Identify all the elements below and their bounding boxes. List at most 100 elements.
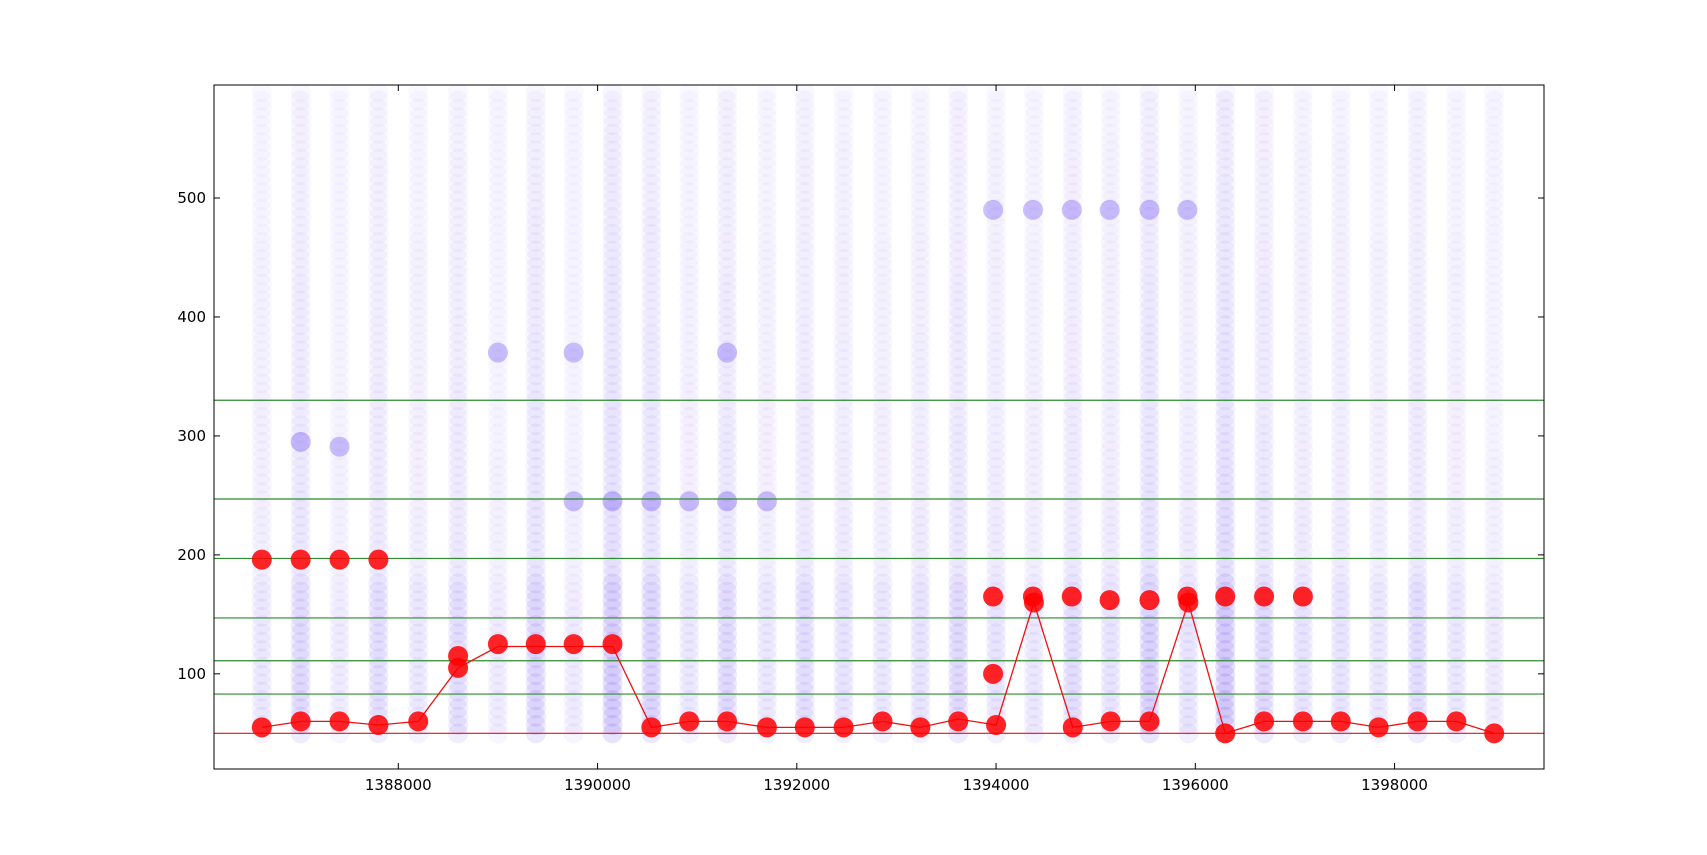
scatter-point [290,207,311,228]
scatter-point [641,123,662,144]
scatter-point [1254,506,1275,527]
scatter-point [1178,423,1199,444]
scatter-point [872,681,893,702]
scatter-point [251,456,272,477]
scatter-point [448,240,469,261]
scatter-point [1062,273,1083,294]
scatter-point [525,706,546,727]
scatter-point [1254,623,1275,644]
scatter-point [251,406,272,427]
scatter-point [986,565,1007,586]
scatter-point [717,423,738,444]
scatter-point [986,523,1007,544]
scatter-point [679,315,700,336]
scatter-point [833,315,854,336]
scatter-point [368,640,389,661]
scatter-point [1062,506,1083,527]
scatter-point [948,440,969,461]
scatter-point [872,590,893,611]
selected-point [1330,711,1351,732]
selected-point [1368,717,1389,738]
scatter-point [679,365,700,386]
scatter-point [525,431,546,452]
scatter-point [1215,656,1236,677]
scatter-point [679,690,700,711]
scatter-point [1139,631,1160,652]
scatter-point [910,640,931,661]
scatter-point [602,315,623,336]
scatter-point [948,423,969,444]
scatter-point [368,306,389,327]
scatter-point [872,415,893,436]
scatter-point [290,165,311,186]
scatter-point [1023,415,1044,436]
scatter-point [1100,690,1121,711]
scatter-point [1139,415,1160,436]
scatter-point [602,440,623,461]
scatter-point [329,573,350,594]
scatter-point [448,714,469,735]
scatter-point [679,406,700,427]
scatter-point [948,615,969,636]
scatter-point [679,398,700,419]
scatter-point [833,531,854,552]
scatter-point [1254,681,1275,702]
selected-point [794,717,815,738]
scatter-point [602,515,623,536]
scatter-point [756,581,777,602]
scatter-point [525,356,546,377]
scatter-point [833,681,854,702]
scatter-point [679,665,700,686]
scatter-point [448,190,469,211]
scatter-point [290,690,311,711]
scatter-point [833,690,854,711]
scatter-point [602,373,623,394]
scatter-point [833,573,854,594]
scatter-point [1178,365,1199,386]
scatter-point [1139,423,1160,444]
scatter-point [448,465,469,486]
scatter-point [948,298,969,319]
scatter-point [641,132,662,153]
scatter-point [910,473,931,494]
scatter-point [602,598,623,619]
scatter-point [368,123,389,144]
scatter-point [872,565,893,586]
scatter-point [602,473,623,494]
scatter-point [794,198,815,219]
scatter-point [1100,515,1121,536]
scatter-point [602,406,623,427]
scatter-point [563,590,584,611]
scatter-point [948,473,969,494]
scatter-point [602,148,623,169]
scatter-point [408,323,429,344]
scatter-point [641,356,662,377]
scatter-point [833,540,854,561]
scatter-point [948,315,969,336]
scatter-point [1215,406,1236,427]
scatter-point [717,348,738,369]
scatter-point [1023,381,1044,402]
scatter-point [1215,706,1236,727]
scatter-point [679,490,700,511]
scatter-point [525,665,546,686]
scatter-point [368,165,389,186]
scatter-point [1139,173,1160,194]
scatter-point [794,656,815,677]
scatter-point [986,556,1007,577]
scatter-point [1139,515,1160,536]
scatter-point [408,615,429,636]
scatter-point [986,615,1007,636]
scatter-point [1178,306,1199,327]
scatter-point [448,373,469,394]
scatter-point [986,365,1007,386]
scatter-point [251,573,272,594]
scatter-point [717,523,738,544]
scatter-point [794,356,815,377]
scatter-point [1062,157,1083,178]
scatter-point [329,590,350,611]
scatter-point [910,615,931,636]
scatter-point [1178,207,1199,228]
scatter-point [641,182,662,203]
scatter-point [717,490,738,511]
